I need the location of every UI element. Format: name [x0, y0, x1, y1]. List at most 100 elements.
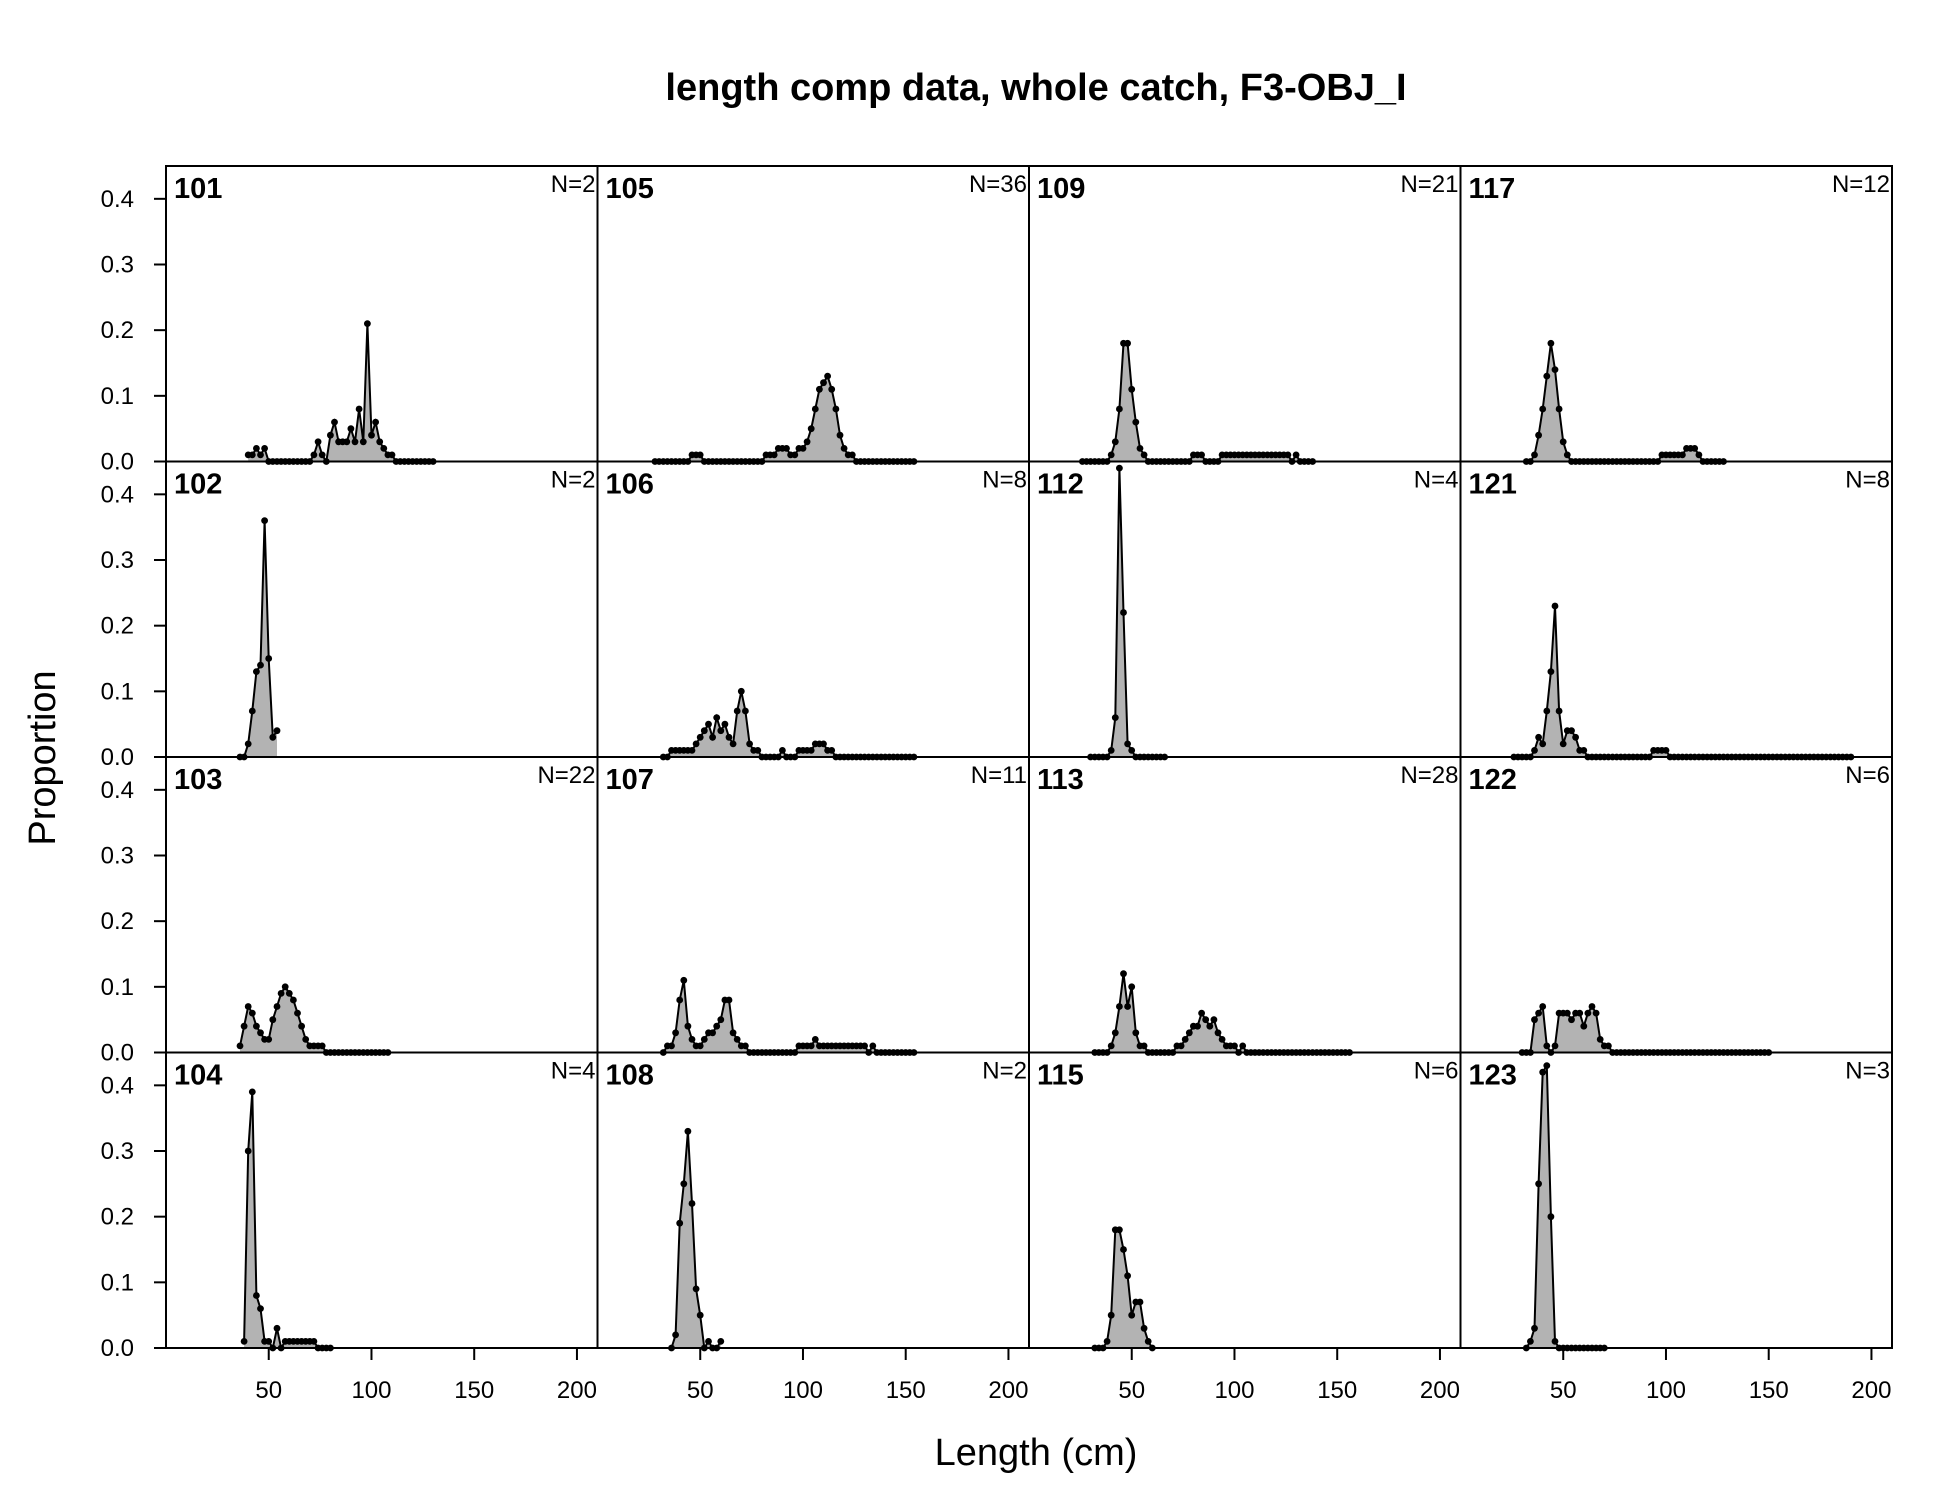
data-point [1551, 1042, 1559, 1050]
data-point [1531, 747, 1538, 754]
data-point [1588, 1003, 1596, 1010]
data-point [672, 1331, 679, 1339]
area-fill [1522, 1006, 1769, 1053]
data-point [668, 1042, 675, 1050]
x-tick-label: 50 [1118, 1377, 1145, 1404]
data-point [380, 445, 388, 452]
data-point [1124, 740, 1131, 748]
data-point [811, 1036, 819, 1043]
data-point [1136, 445, 1144, 452]
data-point [729, 740, 737, 748]
y-axis-label: Proportion [22, 670, 64, 845]
x-tick-label: 150 [1749, 1377, 1789, 1404]
panel-102: 102 N=2 0.0 0.1 0.2 0.3 0.4 [101, 460, 599, 771]
panel-101: 101 N=2 0.0 0.1 0.2 0.3 0.4 [101, 165, 599, 476]
data-point [331, 418, 338, 426]
data-point [696, 1311, 704, 1319]
y-tick-label: 0.2 [101, 1204, 134, 1231]
data-point [742, 1042, 749, 1050]
x-tick-label: 100 [1214, 1377, 1254, 1404]
data-point [265, 1036, 273, 1043]
panel-n-label: N=8 [982, 467, 1027, 494]
panel-frame [1028, 1051, 1462, 1349]
data-point [265, 1338, 273, 1345]
data-point [783, 445, 790, 452]
panel-frame [1459, 165, 1893, 463]
panel-label: 115 [1037, 1060, 1084, 1092]
data-point [257, 1305, 264, 1312]
data-point [1543, 372, 1551, 380]
data-point [717, 1016, 725, 1024]
data-point [318, 451, 326, 459]
data-point [1116, 1226, 1123, 1234]
data-point [1695, 451, 1703, 459]
data-point [1527, 1338, 1534, 1345]
panel-n-label: N=22 [537, 762, 595, 789]
y-tick-label: 0.4 [101, 481, 134, 508]
data-point [725, 996, 733, 1004]
data-point [807, 425, 815, 433]
panel-frame [1028, 165, 1462, 463]
panel-112: 112 N=4 [1028, 460, 1462, 761]
panel-frame [1459, 756, 1893, 1054]
data-point [248, 707, 256, 715]
y-tick-label: 0.1 [101, 678, 134, 705]
data-point [828, 747, 836, 754]
data-point [733, 707, 741, 715]
data-point [1103, 1338, 1111, 1345]
data-point [1136, 1298, 1144, 1306]
data-point [253, 1022, 260, 1030]
y-tick-label: 0.2 [101, 317, 134, 344]
data-point [680, 1180, 688, 1188]
data-point [803, 438, 811, 446]
data-point [1539, 1068, 1547, 1076]
panel-n-label: N=4 [551, 1058, 596, 1085]
data-point [343, 438, 351, 446]
data-point [253, 1292, 260, 1299]
x-tick-label: 50 [1550, 1377, 1577, 1404]
data-point [376, 438, 384, 446]
data-point [1128, 385, 1136, 393]
data-point [290, 996, 297, 1004]
data-point [302, 1036, 310, 1043]
data-point [1555, 707, 1563, 715]
data-point [1535, 1009, 1542, 1017]
data-point [807, 1042, 815, 1050]
data-point [1535, 733, 1542, 741]
data-point [244, 1147, 252, 1155]
panel-107: 107 N=11 [596, 756, 1030, 1056]
data-point [240, 1338, 248, 1345]
y-tick-label: 0.3 [101, 1138, 134, 1165]
data-point [770, 451, 778, 459]
data-point [285, 990, 293, 997]
x-tick-label: 150 [454, 1377, 494, 1404]
data-point [269, 733, 277, 741]
data-point [1596, 1036, 1604, 1043]
data-point [269, 1016, 277, 1024]
panel-122: 122 N=6 [1459, 756, 1893, 1056]
x-tick-label: 100 [351, 1377, 391, 1404]
data-point [848, 451, 856, 459]
data-point [1679, 451, 1686, 459]
y-tick-label: 0.3 [101, 547, 134, 574]
data-point [1116, 1003, 1123, 1010]
data-point [1206, 1022, 1214, 1030]
y-tick-label: 0.2 [101, 908, 134, 935]
data-point [1584, 1009, 1592, 1017]
data-point [692, 740, 700, 748]
data-point [832, 405, 840, 413]
data-point [676, 1219, 684, 1227]
panel-n-label: N=6 [1414, 1058, 1459, 1085]
data-point [327, 431, 334, 439]
data-point [265, 655, 273, 662]
data-point [248, 1009, 256, 1017]
panel-103: 103 N=22 0.0 0.1 0.2 0.3 0.4 [101, 756, 599, 1067]
data-point [359, 438, 367, 446]
series-line [1090, 468, 1165, 758]
panel-label: 108 [606, 1060, 654, 1092]
data-point [253, 445, 260, 452]
panel-label: 109 [1037, 173, 1085, 205]
data-point [351, 438, 359, 446]
data-point [1535, 1180, 1542, 1188]
data-point [244, 740, 252, 748]
